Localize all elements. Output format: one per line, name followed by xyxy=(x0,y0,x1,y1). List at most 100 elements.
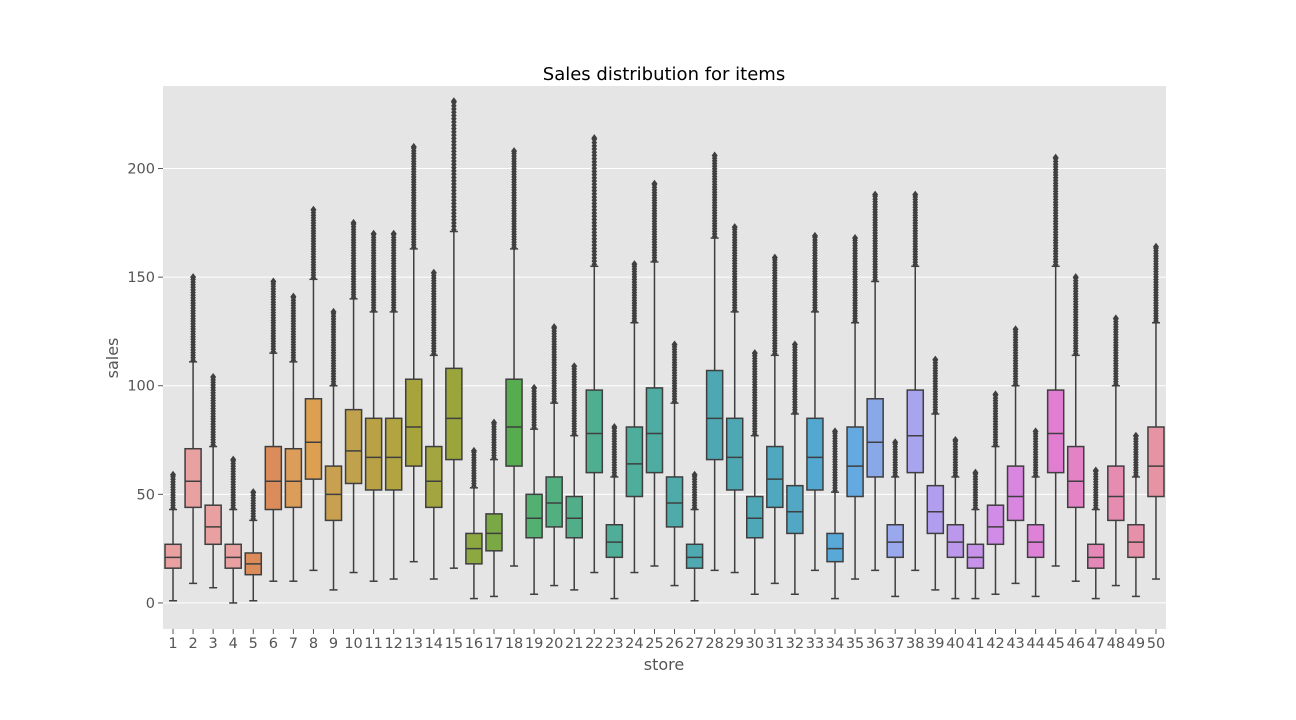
y-axis-ticks: 0 50 100 150 200 xyxy=(127,162,163,612)
x-tick-label: 2 xyxy=(188,636,197,652)
x-tick-label: 22 xyxy=(585,636,603,652)
iqr-box xyxy=(1147,426,1165,498)
box-store-4 xyxy=(224,455,242,604)
outlier-point xyxy=(551,323,558,332)
x-axis-label: store xyxy=(644,655,684,674)
box-store-29 xyxy=(725,223,744,574)
box-store-31 xyxy=(766,253,784,585)
x-tick-label: 43 xyxy=(1006,636,1024,652)
box-store-42 xyxy=(986,390,1005,595)
box-store-6 xyxy=(264,277,283,582)
box-store-8 xyxy=(304,205,323,572)
outlier-point xyxy=(591,134,598,143)
iqr-box xyxy=(1006,465,1025,522)
box-store-21 xyxy=(565,362,584,591)
iqr-box xyxy=(766,445,784,509)
y-tick-label: 150 xyxy=(127,270,155,286)
iqr-box xyxy=(1127,523,1145,559)
iqr-box xyxy=(705,369,724,461)
box-store-13 xyxy=(404,142,423,563)
x-tick-label: 48 xyxy=(1107,636,1125,652)
iqr-box xyxy=(384,417,403,491)
box-store-43 xyxy=(1006,325,1025,585)
box-store-49 xyxy=(1127,431,1145,598)
outlier-point xyxy=(410,142,417,151)
iqr-box xyxy=(946,523,965,559)
outlier-point xyxy=(912,190,919,199)
outlier-point xyxy=(511,147,518,156)
outlier-point xyxy=(691,470,698,479)
x-tick-label: 26 xyxy=(665,636,683,652)
outlier-point xyxy=(350,218,357,227)
box-store-26 xyxy=(665,340,684,587)
y-tick-label: 100 xyxy=(127,379,155,395)
x-tick-label: 12 xyxy=(384,636,402,652)
iqr-box xyxy=(284,447,303,509)
box-store-33 xyxy=(806,231,824,572)
iqr-box xyxy=(585,389,604,474)
x-tick-label: 42 xyxy=(986,636,1004,652)
x-tick-label: 44 xyxy=(1026,636,1044,652)
outlier-point xyxy=(270,277,277,286)
iqr-box xyxy=(404,378,423,467)
x-tick-label: 30 xyxy=(746,636,764,652)
iqr-box xyxy=(645,387,664,474)
x-axis-ticks: 1 2 3 4 5 6 7 8 9 10 11 12 13 14 15 16 17 18 19 20 21 22 23 24 2… xyxy=(168,629,1165,652)
iqr-box xyxy=(866,398,884,478)
outlier-point xyxy=(1072,273,1079,282)
iqr-box xyxy=(906,389,925,474)
box-store-12 xyxy=(384,229,403,580)
box-store-18 xyxy=(505,147,523,567)
box-store-22 xyxy=(585,134,604,574)
box-store-1 xyxy=(164,470,182,602)
box-store-5 xyxy=(244,488,263,602)
outlier-point xyxy=(290,292,297,301)
outlier-point xyxy=(490,418,497,427)
iqr-box xyxy=(625,426,644,498)
iqr-box xyxy=(605,523,624,559)
outlier-point xyxy=(932,355,939,364)
outlier-point xyxy=(1032,427,1039,436)
outlier-point xyxy=(531,383,538,392)
x-tick-label: 35 xyxy=(846,636,864,652)
x-tick-label: 4 xyxy=(229,636,238,652)
box-store-7 xyxy=(284,292,303,582)
outlier-point xyxy=(1112,314,1119,323)
box-store-47 xyxy=(1087,466,1105,600)
outlier-point xyxy=(791,340,798,349)
outlier-point xyxy=(631,260,638,269)
iqr-box xyxy=(1026,523,1045,559)
iqr-box xyxy=(164,543,182,569)
x-tick-label: 19 xyxy=(525,636,543,652)
x-tick-label: 14 xyxy=(425,636,443,652)
x-tick-label: 45 xyxy=(1046,636,1064,652)
iqr-box xyxy=(986,504,1005,546)
iqr-box xyxy=(725,417,744,491)
iqr-box xyxy=(264,445,283,511)
iqr-box xyxy=(425,445,443,509)
x-tick-label: 11 xyxy=(364,636,382,652)
outlier-point xyxy=(250,488,257,497)
outlier-point xyxy=(1052,153,1059,162)
outlier-point xyxy=(1092,466,1099,475)
x-tick-label: 1 xyxy=(168,636,177,652)
outlier-point xyxy=(1132,431,1139,440)
x-tick-label: 6 xyxy=(269,636,278,652)
outlier-point xyxy=(992,390,999,399)
outlier-point xyxy=(872,190,879,199)
outlier-point xyxy=(852,234,859,243)
box-store-44 xyxy=(1026,427,1045,598)
iqr-box xyxy=(846,426,864,498)
x-tick-label: 37 xyxy=(886,636,904,652)
outlier-point xyxy=(390,229,397,238)
box-store-16 xyxy=(465,446,483,600)
x-tick-label: 13 xyxy=(405,636,423,652)
iqr-box xyxy=(826,532,844,563)
x-tick-label: 40 xyxy=(946,636,964,652)
box-store-39 xyxy=(926,355,945,591)
iqr-box xyxy=(1087,543,1105,569)
iqr-box xyxy=(565,495,584,539)
x-tick-label: 31 xyxy=(766,636,784,652)
outlier-point xyxy=(611,423,618,432)
iqr-box xyxy=(204,504,222,546)
